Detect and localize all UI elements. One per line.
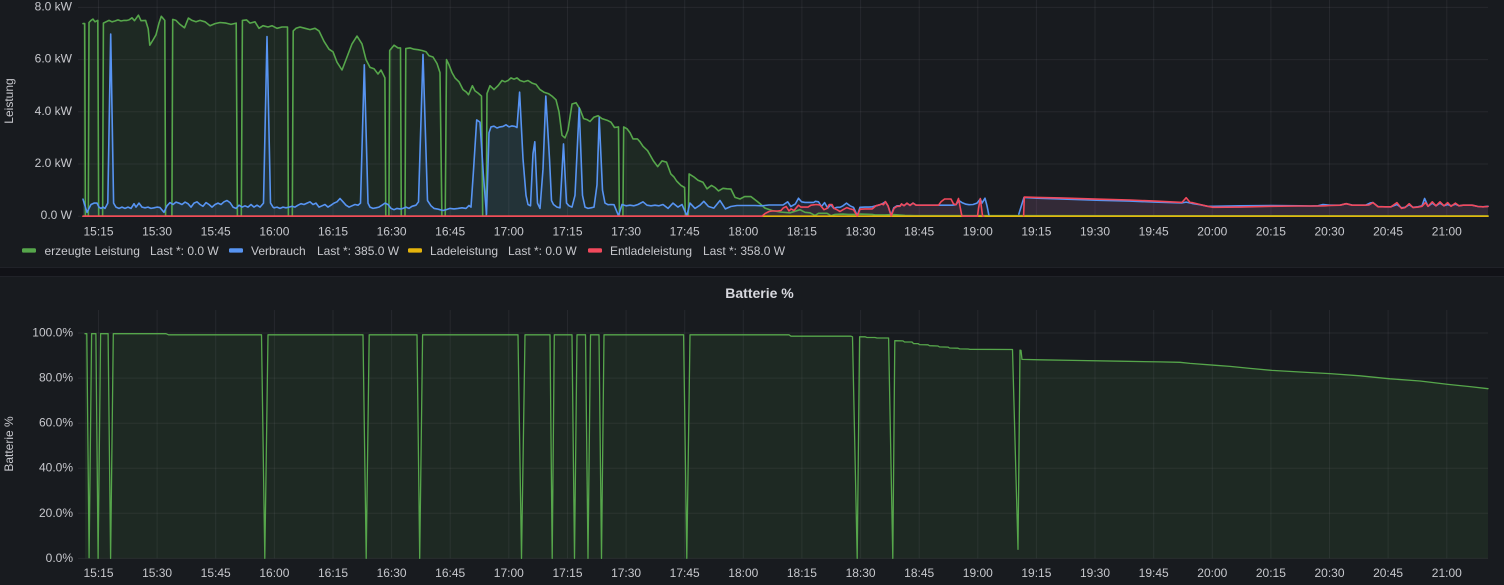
svg-text:19:00: 19:00 <box>963 225 993 239</box>
svg-text:18:15: 18:15 <box>787 566 817 580</box>
svg-text:20:15: 20:15 <box>1256 566 1286 580</box>
svg-text:20:30: 20:30 <box>1314 566 1344 580</box>
svg-text:15:15: 15:15 <box>83 566 113 580</box>
svg-text:Entladeleistung: Entladeleistung <box>610 244 692 258</box>
svg-text:6.0 kW: 6.0 kW <box>35 52 73 66</box>
svg-text:0.0%: 0.0% <box>46 551 74 565</box>
svg-text:20:30: 20:30 <box>1314 225 1344 239</box>
svg-text:Last *: 358.0 W: Last *: 358.0 W <box>703 244 786 258</box>
svg-text:16:15: 16:15 <box>318 225 348 239</box>
svg-text:15:30: 15:30 <box>142 566 172 580</box>
svg-text:16:30: 16:30 <box>377 225 407 239</box>
svg-text:60.0%: 60.0% <box>39 416 73 430</box>
svg-text:16:00: 16:00 <box>259 566 289 580</box>
svg-text:20:00: 20:00 <box>1197 566 1227 580</box>
svg-text:20:15: 20:15 <box>1256 225 1286 239</box>
svg-text:16:45: 16:45 <box>435 225 465 239</box>
svg-text:Batterie %: Batterie % <box>2 416 16 472</box>
svg-text:17:00: 17:00 <box>494 225 524 239</box>
svg-text:15:15: 15:15 <box>83 225 113 239</box>
svg-text:18:15: 18:15 <box>787 225 817 239</box>
svg-text:18:30: 18:30 <box>846 225 876 239</box>
svg-text:Last *: 0.0 W: Last *: 0.0 W <box>150 244 219 258</box>
svg-text:18:45: 18:45 <box>904 566 934 580</box>
svg-text:19:15: 19:15 <box>1021 566 1051 580</box>
svg-text:18:00: 18:00 <box>728 225 758 239</box>
svg-text:17:30: 17:30 <box>611 225 641 239</box>
svg-text:18:30: 18:30 <box>846 566 876 580</box>
svg-text:21:00: 21:00 <box>1432 566 1462 580</box>
svg-text:18:45: 18:45 <box>904 225 934 239</box>
svg-text:Leistung: Leistung <box>2 78 16 123</box>
svg-text:20:45: 20:45 <box>1373 225 1403 239</box>
svg-text:0.0 W: 0.0 W <box>41 208 73 222</box>
svg-text:15:30: 15:30 <box>142 225 172 239</box>
svg-text:40.0%: 40.0% <box>39 461 73 475</box>
svg-text:100.0%: 100.0% <box>32 326 73 340</box>
svg-text:20:00: 20:00 <box>1197 225 1227 239</box>
svg-text:15:45: 15:45 <box>201 566 231 580</box>
svg-text:17:45: 17:45 <box>670 566 700 580</box>
svg-text:17:15: 17:15 <box>552 566 582 580</box>
svg-text:20:45: 20:45 <box>1373 566 1403 580</box>
svg-text:16:00: 16:00 <box>259 225 289 239</box>
svg-text:19:30: 19:30 <box>1080 225 1110 239</box>
svg-text:19:15: 19:15 <box>1021 225 1051 239</box>
svg-text:19:45: 19:45 <box>1139 566 1169 580</box>
svg-text:8.0 kW: 8.0 kW <box>35 0 73 13</box>
svg-text:16:15: 16:15 <box>318 566 348 580</box>
svg-text:19:45: 19:45 <box>1139 225 1169 239</box>
svg-text:Ladeleistung: Ladeleistung <box>430 244 498 258</box>
svg-text:80.0%: 80.0% <box>39 371 73 385</box>
svg-text:17:45: 17:45 <box>670 225 700 239</box>
svg-text:19:30: 19:30 <box>1080 566 1110 580</box>
svg-text:17:00: 17:00 <box>494 566 524 580</box>
svg-text:19:00: 19:00 <box>963 566 993 580</box>
svg-text:16:30: 16:30 <box>377 566 407 580</box>
svg-text:17:30: 17:30 <box>611 566 641 580</box>
svg-text:21:00: 21:00 <box>1432 225 1462 239</box>
svg-text:4.0 kW: 4.0 kW <box>35 104 73 118</box>
svg-text:20.0%: 20.0% <box>39 506 73 520</box>
svg-text:15:45: 15:45 <box>201 225 231 239</box>
svg-text:Last *: 0.0 W: Last *: 0.0 W <box>508 244 577 258</box>
svg-text:Verbrauch: Verbrauch <box>251 244 306 258</box>
svg-text:Batterie %: Batterie % <box>725 285 794 301</box>
svg-text:erzeugte Leistung: erzeugte Leistung <box>45 244 140 258</box>
svg-text:18:00: 18:00 <box>728 566 758 580</box>
svg-text:16:45: 16:45 <box>435 566 465 580</box>
svg-text:2.0 kW: 2.0 kW <box>35 156 73 170</box>
svg-text:17:15: 17:15 <box>552 225 582 239</box>
svg-text:Last *: 385.0 W: Last *: 385.0 W <box>317 244 400 258</box>
